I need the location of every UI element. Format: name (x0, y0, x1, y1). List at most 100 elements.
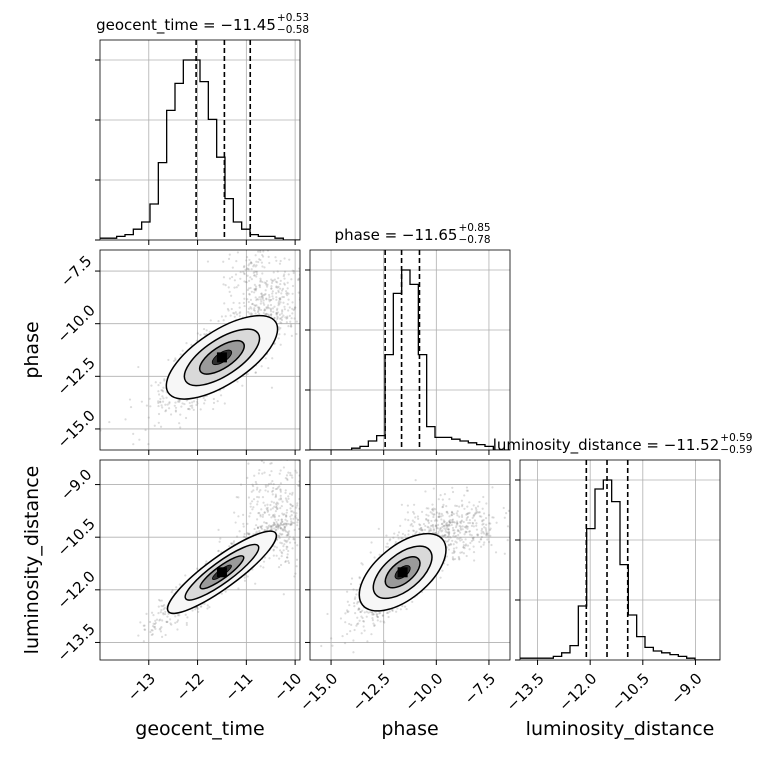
sample-point (453, 531, 456, 534)
sample-point (488, 528, 492, 532)
sample-point (268, 513, 271, 516)
sample-point (298, 480, 300, 483)
sample-point (281, 533, 284, 536)
sample-point (157, 412, 161, 416)
sample-point (427, 521, 430, 524)
sample-point (277, 291, 280, 294)
title-lower-error: −0.78 (458, 234, 490, 246)
gridlines (310, 250, 510, 450)
sample-point (257, 511, 260, 515)
sample-point (246, 298, 249, 301)
sample-point (257, 496, 261, 499)
sample-point (208, 330, 211, 333)
sample-point (354, 596, 357, 599)
sample-point (272, 548, 275, 551)
sample-point (253, 274, 256, 277)
sample-point (285, 317, 288, 320)
sample-point (358, 576, 361, 579)
sample-point (301, 490, 303, 492)
sample-point (284, 316, 287, 319)
sample-point (256, 526, 260, 530)
sample-point (263, 266, 266, 269)
gridlines (100, 40, 300, 240)
sample-point (293, 455, 295, 457)
axes-frame (99, 39, 301, 241)
sample-point (295, 320, 298, 323)
sample-point (465, 486, 469, 489)
sample-point (448, 524, 451, 527)
sample-point (441, 522, 444, 525)
sample-point (283, 308, 286, 311)
sample-point (282, 513, 285, 516)
title-text: geocent_time = −11.45 (96, 16, 276, 35)
sample-point (281, 520, 284, 524)
sample-point (276, 527, 280, 530)
sample-point (275, 313, 278, 316)
sample-point (395, 610, 398, 613)
sample-point (462, 552, 466, 555)
sample-point (451, 556, 454, 559)
sample-point (265, 283, 268, 286)
sample-point (277, 289, 280, 292)
sample-point (159, 599, 162, 602)
sample-point (287, 231, 289, 233)
sample-point (360, 562, 363, 565)
density-contours (165, 314, 279, 400)
sample-point (470, 524, 474, 527)
sample-point (372, 622, 375, 625)
sample-point (248, 262, 251, 265)
sample-point (301, 314, 303, 316)
sample-point (373, 556, 376, 559)
sample-point (164, 633, 167, 637)
sample-point (246, 288, 249, 292)
sample-point (279, 259, 282, 263)
sample-point (227, 309, 230, 312)
sample-point (269, 508, 272, 511)
sample-point (341, 635, 344, 638)
sample-point (279, 317, 283, 320)
sample-point (277, 304, 280, 307)
sample-point (293, 521, 296, 525)
sample-point (293, 538, 296, 541)
sample-point (269, 298, 272, 302)
sample-point (157, 404, 160, 408)
sample-point (291, 547, 294, 550)
sample-point (286, 316, 289, 319)
sample-point (195, 339, 198, 342)
sample-point (263, 528, 266, 532)
panel-1-0 (95, 231, 303, 455)
sample-point (260, 300, 263, 303)
sample-point (472, 538, 475, 542)
sample-point (253, 270, 256, 273)
sample-point (284, 491, 287, 494)
sample-point (279, 563, 283, 567)
sample-point (401, 537, 404, 540)
sample-point (370, 633, 373, 636)
sample-point (169, 622, 172, 625)
sample-point (270, 285, 273, 288)
sample-point (154, 627, 157, 630)
sample-point (159, 397, 162, 401)
sample-point (222, 283, 225, 286)
sample-point (451, 529, 455, 532)
sample-point (443, 534, 446, 537)
sample-point (458, 515, 461, 518)
sample-point (282, 522, 286, 526)
sample-point (461, 503, 464, 506)
sample-point (263, 521, 266, 524)
sample-point (287, 309, 290, 312)
sample-point (246, 531, 249, 535)
sample-point (251, 302, 254, 306)
sample-point (267, 304, 270, 307)
sample-point (248, 292, 251, 296)
sample-point (261, 420, 263, 422)
sample-point (459, 539, 462, 542)
sample-point (243, 280, 246, 283)
sample-point (259, 565, 262, 568)
sample-point (279, 420, 281, 422)
sample-point (281, 552, 284, 555)
sample-point (275, 525, 278, 528)
sample-point (279, 298, 282, 301)
sample-point (191, 406, 194, 409)
sample-point (283, 525, 286, 528)
